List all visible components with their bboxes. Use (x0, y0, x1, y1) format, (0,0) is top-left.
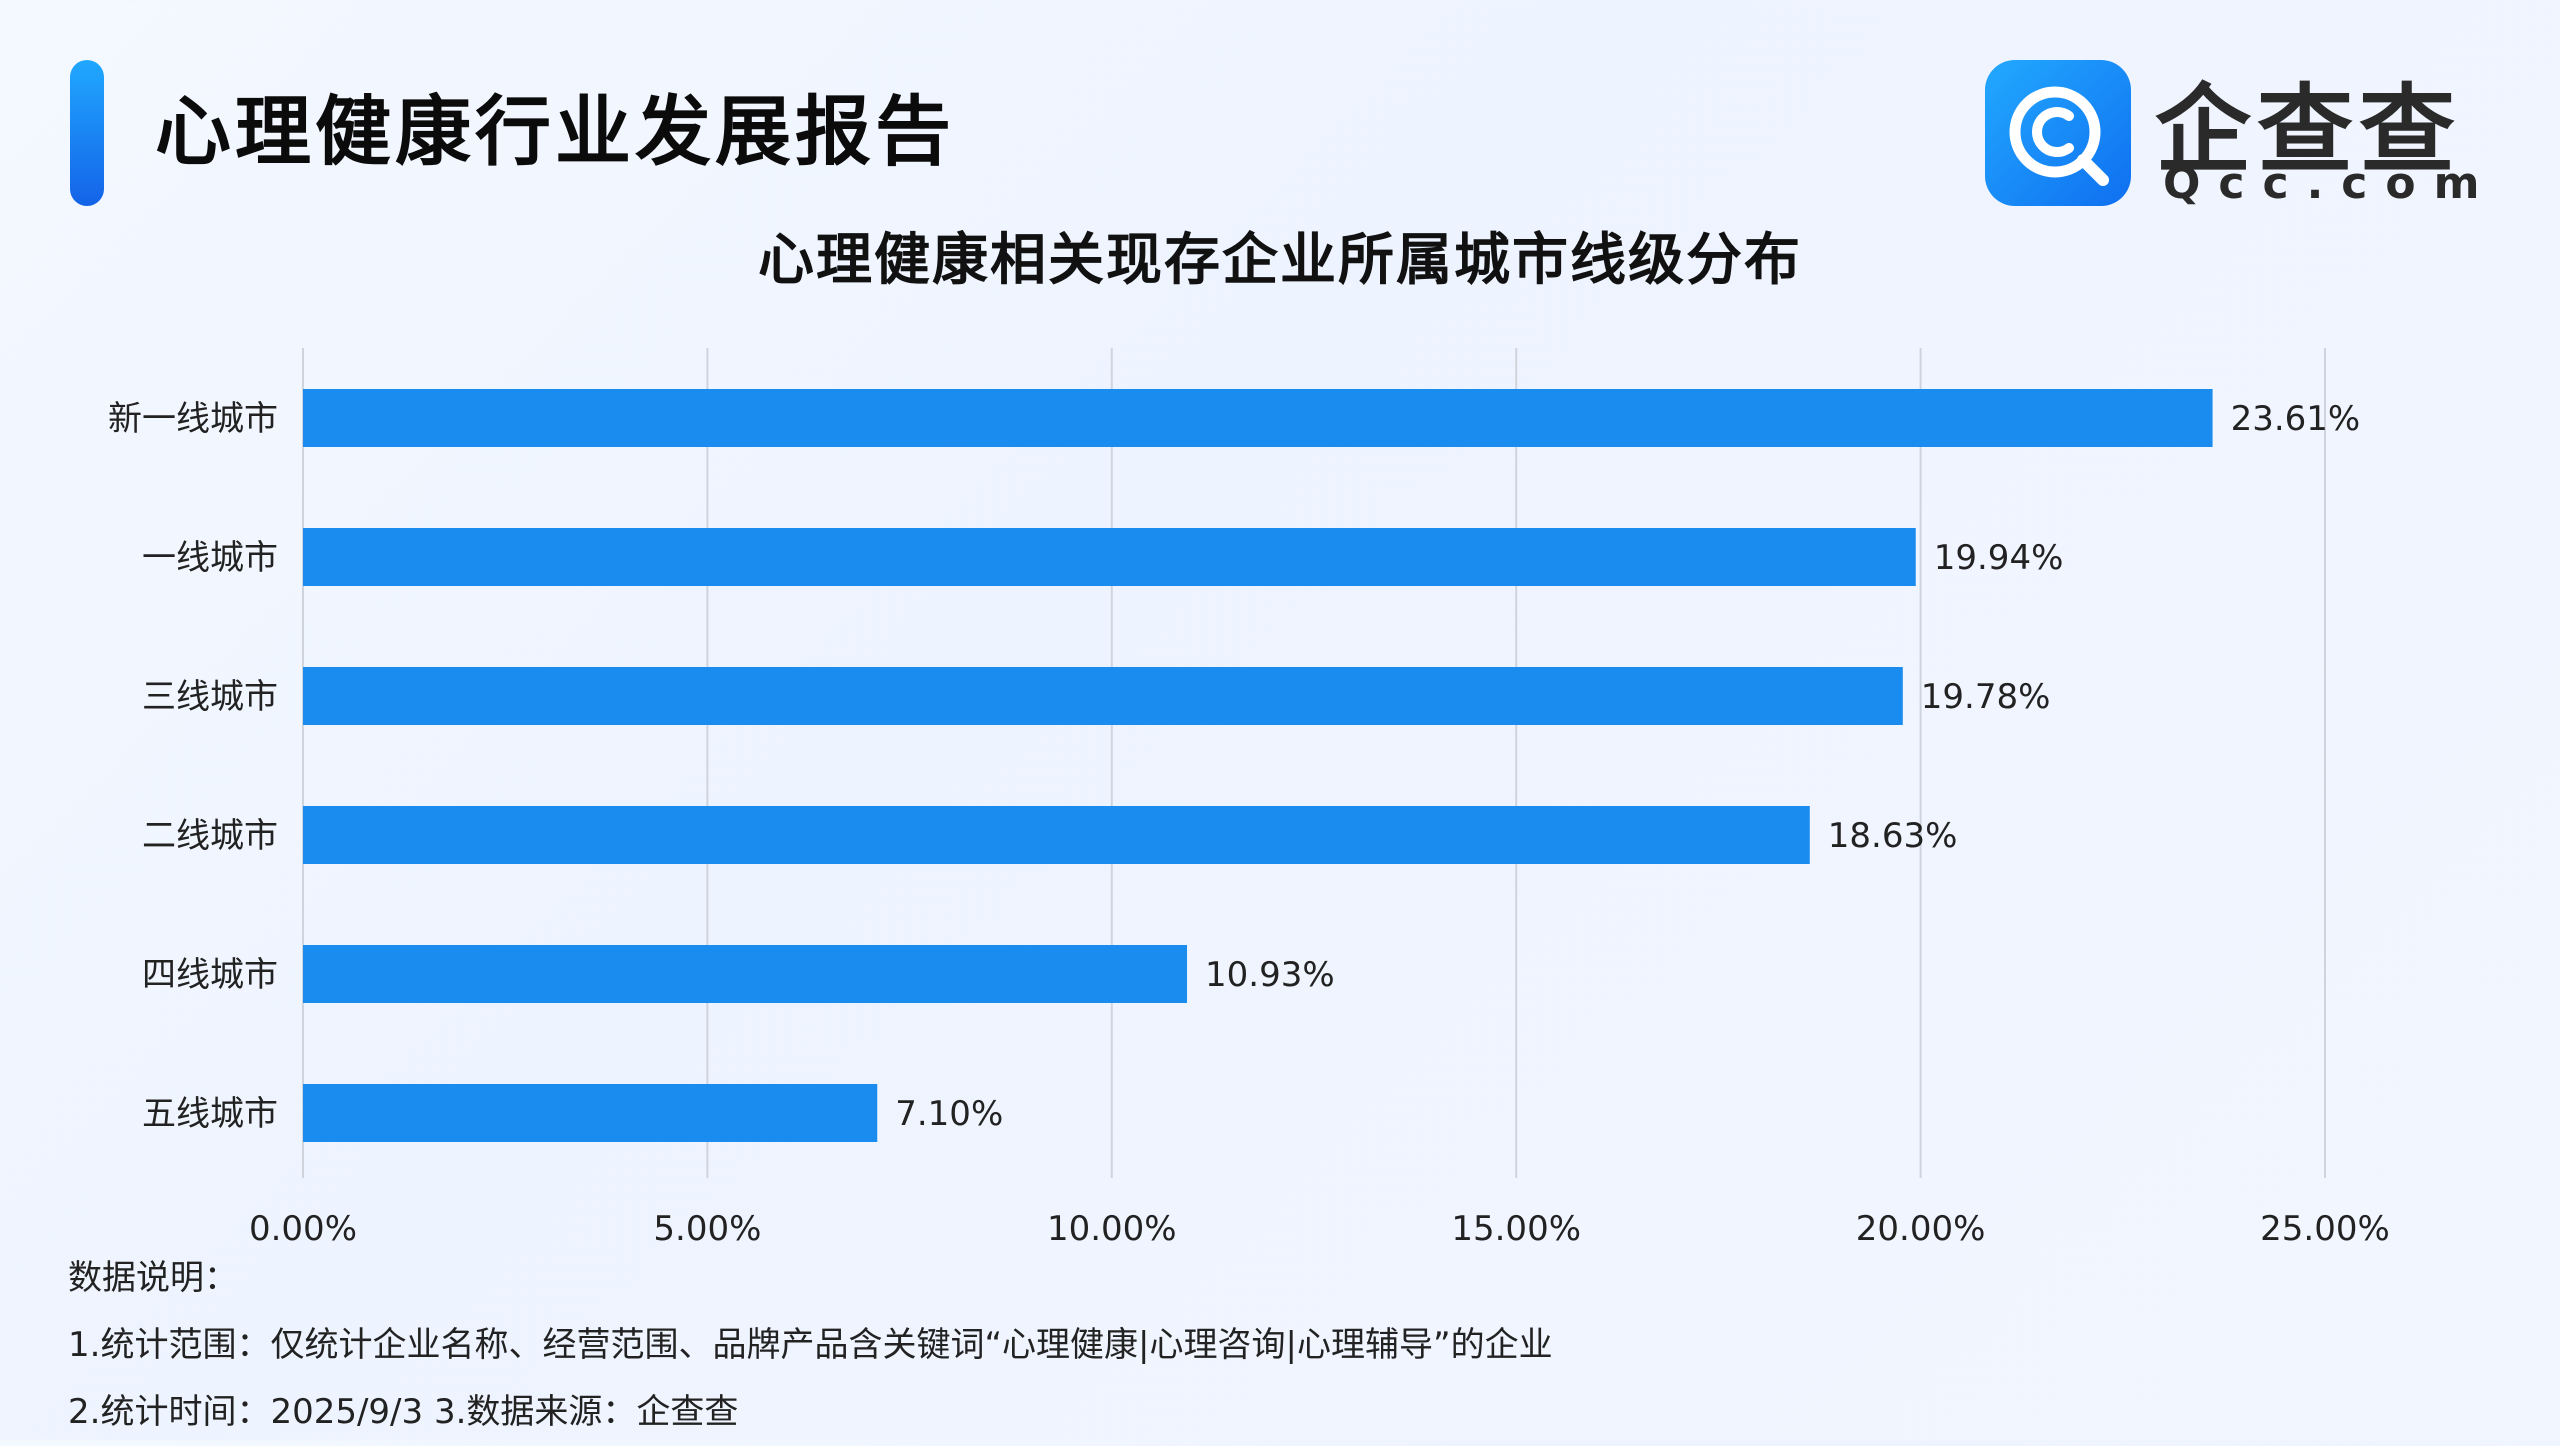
qcc-logo-icon (1985, 60, 2131, 206)
category-label: 三线城市 (142, 677, 278, 717)
category-label: 二线城市 (142, 816, 278, 856)
value-label: 19.94% (1934, 538, 2064, 578)
bar (303, 945, 1188, 1003)
notes-line-2: 2.统计时间：2025/9/3 3.数据来源：企查查 (68, 1392, 739, 1432)
x-tick-label: 15.00% (1451, 1209, 1581, 1249)
qcc-logo-cn-text: 企查查 (2155, 74, 2461, 186)
qcc-logo: 企查查 Qcc.com (1985, 60, 2479, 210)
value-label: 18.63% (1828, 816, 1958, 856)
title-accent-bar (70, 60, 104, 206)
bar (303, 1084, 878, 1142)
chart-title: 心理健康相关现存企业所属城市线级分布 (758, 228, 1802, 293)
data-notes: 数据说明： 1.统计范围：仅统计企业名称、经营范围、品牌产品含关键词“心理健康|… (68, 1245, 1553, 1446)
report-title: 心理健康行业发展报告 (155, 87, 955, 176)
x-tick-label: 5.00% (653, 1209, 761, 1249)
bar (303, 806, 1810, 864)
notes-heading: 数据说明： (68, 1258, 238, 1298)
value-label: 23.61% (2231, 399, 2361, 439)
bar (303, 389, 2213, 447)
notes-line-1: 1.统计范围：仅统计企业名称、经营范围、品牌产品含关键词“心理健康|心理咨询|心… (68, 1325, 1553, 1365)
category-label: 五线城市 (142, 1094, 278, 1134)
category-label: 新一线城市 (108, 399, 278, 439)
bar (303, 667, 1903, 725)
x-tick-label: 20.00% (1856, 1209, 1986, 1249)
x-tick-label: 25.00% (2260, 1209, 2390, 1249)
qcc-logo-en-text: Qcc.com (2163, 158, 2498, 209)
category-label: 四线城市 (142, 955, 278, 995)
value-label: 19.78% (1921, 677, 2051, 717)
x-tick-label: 10.00% (1047, 1209, 1177, 1249)
value-label: 10.93% (1205, 955, 1335, 995)
value-label: 7.10% (895, 1094, 1003, 1134)
x-tick-label: 0.00% (249, 1209, 357, 1249)
bar (303, 528, 1916, 586)
category-label: 一线城市 (142, 538, 278, 578)
